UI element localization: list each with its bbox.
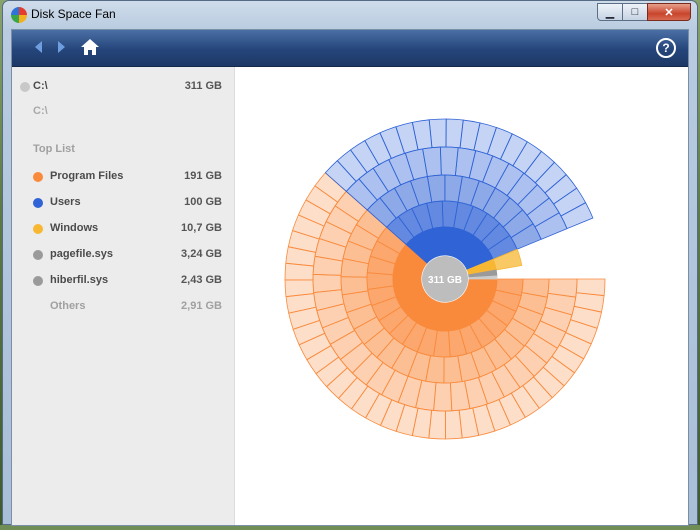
item-name: pagefile.sys bbox=[50, 248, 113, 260]
list-item-windows[interactable]: Windows 10,7 GB bbox=[12, 219, 234, 239]
close-button[interactable]: ✕ bbox=[647, 3, 691, 21]
item-name: Windows bbox=[50, 222, 99, 234]
file-color-dot-icon bbox=[33, 250, 43, 260]
back-arrow-icon[interactable] bbox=[32, 39, 44, 55]
fan-slice-0-4-14[interactable] bbox=[445, 409, 463, 440]
folder-color-dot-icon bbox=[33, 224, 43, 234]
fan-slice-0-3-22[interactable] bbox=[312, 274, 342, 293]
file-color-dot-icon bbox=[33, 276, 43, 286]
help-icon: ? bbox=[662, 41, 670, 55]
item-name: Users bbox=[50, 196, 81, 208]
folder-color-dot-icon bbox=[33, 172, 43, 182]
title-bar[interactable]: Disk Space Fan ▁ □ ✕ bbox=[3, 1, 697, 29]
list-item-users[interactable]: Users 100 GB bbox=[12, 193, 234, 213]
drive-size: 311 GB bbox=[184, 80, 222, 92]
drive-row[interactable]: C:\ 311 GB bbox=[12, 77, 234, 97]
drive-dot-icon bbox=[20, 82, 30, 92]
list-item-pagefile[interactable]: pagefile.sys 3,24 GB bbox=[12, 245, 234, 265]
sunburst-svg[interactable]: 311 GB bbox=[235, 67, 688, 525]
item-size: 191 GB bbox=[184, 170, 222, 182]
item-size: 2,43 GB bbox=[181, 274, 222, 286]
item-size: 100 GB bbox=[184, 196, 222, 208]
fan-slice-5-0-0[interactable] bbox=[468, 275, 498, 280]
center-circle[interactable] bbox=[422, 256, 468, 302]
home-icon[interactable] bbox=[80, 37, 100, 57]
fan-slice-0-4-29[interactable] bbox=[284, 279, 315, 298]
item-size: 10,7 GB bbox=[181, 222, 222, 234]
item-size: 2,91 GB bbox=[181, 300, 222, 312]
fan-slice-1-4-18[interactable] bbox=[560, 202, 594, 230]
minimize-button[interactable]: ▁ bbox=[597, 3, 623, 21]
client-area: ? C:\ 311 GB C:\ Top List Program Files … bbox=[11, 29, 689, 526]
item-name: hiberfil.sys bbox=[50, 274, 109, 286]
toplist-header: Top List bbox=[33, 143, 75, 155]
toolbar: ? bbox=[12, 30, 688, 67]
item-size: 3,24 GB bbox=[181, 248, 222, 260]
disk-usage-fan-chart[interactable]: 311 GB bbox=[235, 67, 688, 525]
center-size-label: 311 GB bbox=[428, 275, 462, 286]
help-button[interactable]: ? bbox=[656, 38, 676, 58]
app-logo-icon bbox=[11, 7, 27, 23]
list-item-hiberfil[interactable]: hiberfil.sys 2,43 GB bbox=[12, 271, 234, 291]
list-item-others[interactable]: Others 2,91 GB bbox=[12, 297, 234, 317]
folder-color-dot-icon bbox=[33, 198, 43, 208]
fan-slice-0-3-11[interactable] bbox=[433, 382, 453, 412]
item-name: Others bbox=[50, 300, 86, 312]
maximize-button[interactable]: □ bbox=[622, 3, 648, 21]
window-title: Disk Space Fan bbox=[31, 7, 116, 21]
list-item-program-files[interactable]: Program Files 191 GB bbox=[12, 167, 234, 187]
drive-name: C:\ bbox=[33, 80, 48, 92]
item-name: Program Files bbox=[50, 170, 124, 182]
fan-slice-1-4-7[interactable] bbox=[428, 118, 447, 149]
sidebar: C:\ 311 GB C:\ Top List Program Files 19… bbox=[12, 67, 235, 525]
drive-path: C:\ bbox=[33, 105, 48, 117]
forward-arrow-icon[interactable] bbox=[56, 39, 68, 55]
